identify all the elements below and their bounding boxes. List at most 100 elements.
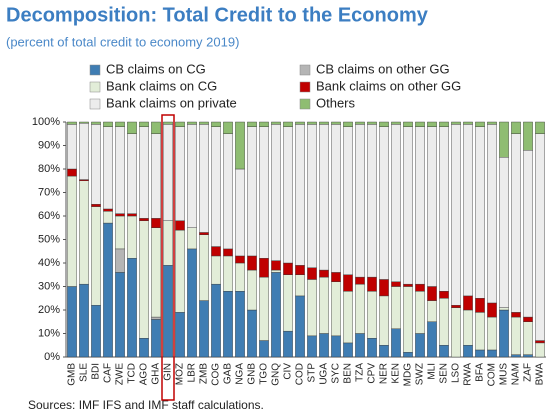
bar-segment	[139, 338, 149, 358]
bar-segment	[331, 121, 341, 125]
x-tick-label: ZMB	[199, 363, 210, 384]
bar-segment	[259, 126, 269, 259]
bar-segment	[415, 126, 425, 285]
bar-segment	[151, 133, 161, 219]
bar-segment	[127, 121, 137, 134]
bar-segment	[475, 298, 485, 313]
bar-segment	[319, 333, 329, 358]
bar-segment	[487, 349, 497, 358]
bar-segment	[91, 206, 101, 306]
x-tick-label: COD	[295, 363, 306, 385]
x-tick-label: MLI	[427, 363, 438, 380]
x-tick-label: BWA	[535, 363, 546, 386]
bar-segment	[283, 330, 293, 358]
legend-label: Bank claims on private	[106, 95, 237, 110]
bar-segment	[355, 333, 365, 358]
legend-swatch	[89, 98, 101, 110]
bar-segment	[511, 316, 521, 355]
bar-segment	[295, 124, 305, 266]
bar-segment	[307, 124, 317, 268]
bar-segment	[79, 283, 89, 358]
bar-segment	[463, 309, 473, 346]
bar-segment	[391, 286, 401, 329]
y-tick-label: 60%	[38, 210, 60, 222]
bar-segment	[151, 316, 161, 320]
x-tick-label: ZWE	[115, 363, 126, 386]
x-tick-label: COM	[487, 363, 498, 386]
bar-segment	[355, 124, 365, 278]
bar-segment	[463, 295, 473, 311]
bar-segment	[367, 276, 377, 292]
bar-segment	[67, 286, 77, 358]
y-tick-label: 90%	[38, 139, 60, 151]
x-tick-label: STP	[307, 363, 318, 383]
bar-segment	[223, 248, 233, 257]
bar-segment	[427, 300, 437, 322]
bar-segment	[163, 220, 173, 266]
bar-segment	[259, 340, 269, 358]
x-tick-label: MDG	[403, 363, 414, 387]
x-tick-label: SEN	[439, 363, 450, 384]
bar-segment	[163, 121, 173, 125]
bar-segment	[295, 274, 305, 297]
bar-segment	[175, 220, 185, 231]
bar-segment	[199, 232, 209, 235]
bar-segment	[247, 121, 257, 127]
bar-segment	[235, 262, 245, 292]
bar-segment	[379, 121, 389, 127]
bar-segment	[103, 222, 113, 358]
bar-segment	[343, 126, 353, 275]
bar-segment	[295, 295, 305, 358]
bar-segment	[271, 269, 281, 273]
x-tick-label: MUS	[499, 363, 510, 386]
bar-segment	[403, 286, 413, 353]
bar-segment	[91, 204, 101, 207]
legend-swatch	[299, 81, 311, 93]
bar-segment	[367, 338, 377, 358]
bar-segment	[343, 291, 353, 344]
bar-segment	[379, 345, 389, 358]
bar-segment	[151, 121, 161, 134]
bar-segment	[103, 211, 113, 224]
bar-segment	[535, 133, 545, 341]
y-tick-label: 10%	[38, 327, 60, 339]
bar-segment	[67, 124, 77, 170]
bar-segment	[139, 218, 149, 221]
bar-segment	[211, 121, 221, 127]
x-tick-label: ZAF	[523, 363, 534, 382]
bar-segment	[535, 121, 545, 134]
bar-segment	[499, 307, 509, 311]
legend-swatch	[89, 81, 101, 93]
bar-segment	[235, 255, 245, 264]
bar-segment	[499, 121, 509, 158]
bar-segment	[523, 354, 533, 358]
bar-segment	[391, 121, 401, 125]
bar-segment	[235, 121, 245, 170]
bar-segment	[355, 283, 365, 334]
bar-segment	[283, 262, 293, 275]
bar-segment	[475, 121, 485, 127]
x-tick-label: LSO	[451, 363, 462, 383]
legend-label: Bank claims on other GG	[316, 78, 461, 93]
bar-segment	[175, 126, 185, 221]
bar-segment	[103, 126, 113, 210]
bar-segment	[271, 121, 281, 125]
bar-segment	[331, 281, 341, 337]
bar-segment	[343, 342, 353, 358]
x-tick-label: MOZ	[175, 363, 186, 385]
bar-segment	[511, 312, 521, 318]
bar-segment	[127, 215, 137, 259]
bar-segment	[475, 312, 485, 351]
bar-segment	[187, 227, 197, 250]
bar-segment	[331, 272, 341, 282]
bar-segment	[151, 319, 161, 358]
bar-segment	[355, 276, 365, 285]
chart-subtitle: (percent of total credit to economy 2019…	[6, 34, 239, 49]
bar-segment	[319, 124, 329, 271]
bar-segment	[115, 213, 125, 217]
bar-segment	[331, 124, 341, 273]
bar-segment	[427, 126, 437, 287]
x-tick-label: CPV	[367, 363, 378, 384]
bar-segment	[271, 260, 281, 271]
